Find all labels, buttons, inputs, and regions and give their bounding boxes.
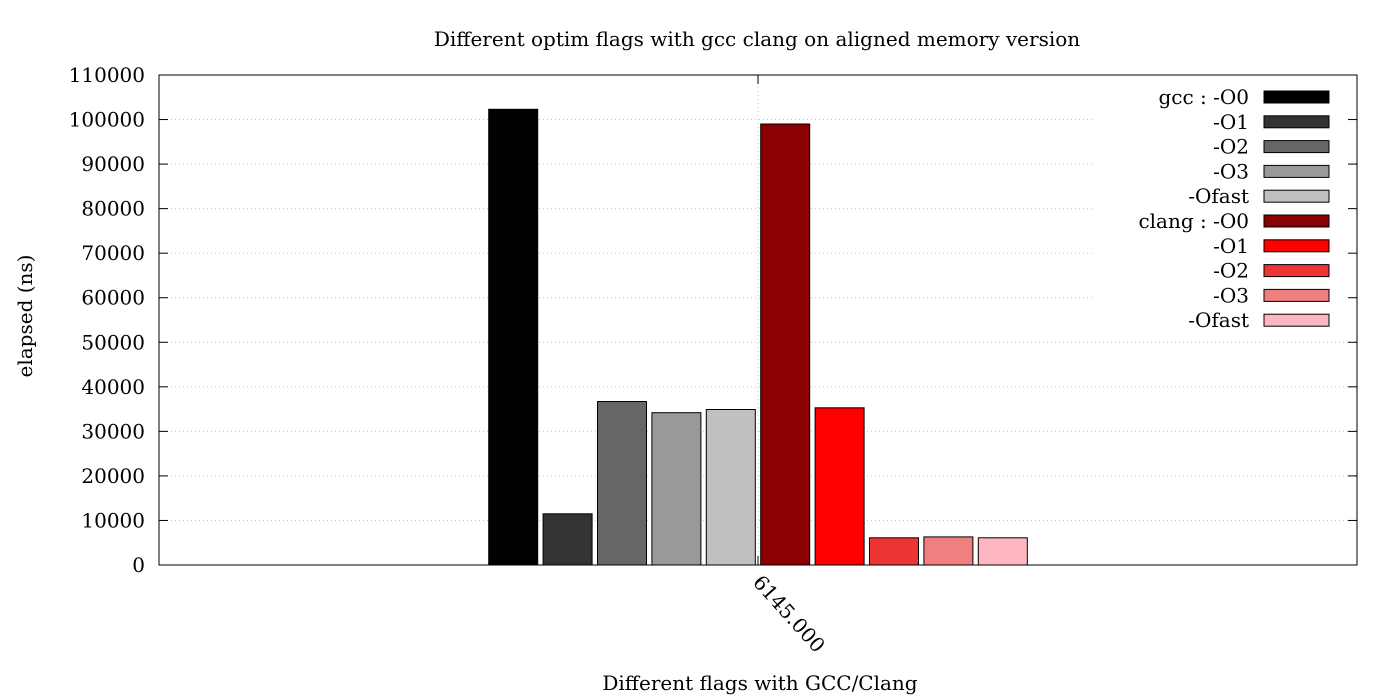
legend-swatch-7 [1263,264,1330,278]
bar-5 [760,123,811,566]
bar-2 [597,401,647,566]
legend-label-1: -O1 [1213,110,1249,134]
bar-3 [651,412,702,566]
y-tick-label-9: 90000 [81,152,145,176]
legend-swatch-1 [1263,115,1330,129]
x-tick-label-0: 6145.000 [748,570,830,657]
bars [488,108,1028,566]
y-tick-label-3: 30000 [81,419,145,443]
bar-4 [705,409,756,566]
y-tick-label-10: 100000 [69,108,145,132]
legend-swatch-6 [1263,239,1330,253]
legend-swatch-9 [1263,313,1330,327]
bar-1 [542,513,593,566]
bar-8 [923,536,974,566]
legend-swatch-3 [1263,164,1330,178]
x-axis-label: Different flags with GCC/Clang [602,671,917,695]
legend-label-4: -Ofast [1188,184,1249,208]
axes: 0 10000 20000 30000 40000 50000 60000 70000 8000… [69,63,1358,657]
bar-9 [977,537,1028,566]
y-tick-label-1: 10000 [81,508,145,532]
y-tick-label-4: 40000 [81,375,145,399]
y-tick-label-0: 0 [132,553,145,577]
y-tick-label-5: 50000 [81,330,145,354]
y-axis-label: elapsed (ns) [13,255,37,378]
grid-lines [159,75,1357,565]
legend-swatch-4 [1263,189,1330,203]
legend-swatch-5 [1263,214,1330,228]
legend-swatch-0 [1263,90,1330,104]
legend-label-7: -O2 [1213,259,1249,283]
y-tick-label-6: 60000 [81,286,145,310]
legend-label-0: gcc : -O0 [1158,85,1249,109]
legend-label-5: clang : -O0 [1138,209,1249,233]
legend-label-3: -O3 [1213,159,1249,183]
legend-label-8: -O3 [1213,283,1249,307]
legend-label-6: -O1 [1213,234,1249,258]
chart-title: Different optim flags with gcc clang on … [434,27,1080,51]
legend-label-9: -Ofast [1188,308,1249,332]
legend-label-2: -O2 [1213,135,1249,159]
y-tick-label-7: 70000 [81,241,145,265]
legend-swatch-2 [1263,140,1330,154]
legend-swatch-8 [1263,288,1330,302]
bar-6 [814,407,865,566]
bar-0 [488,108,539,566]
y-tick-label-11: 110000 [69,63,145,87]
y-tick-label-8: 80000 [81,197,145,221]
bar-7 [869,537,919,566]
y-tick-label-2: 20000 [81,464,145,488]
